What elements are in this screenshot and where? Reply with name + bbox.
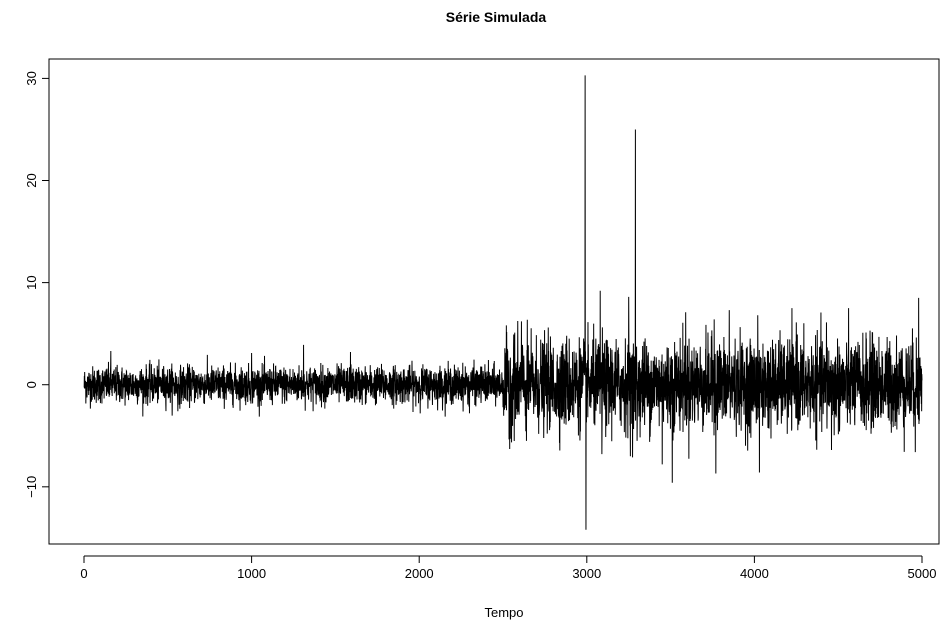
x-tick-label: 0	[80, 566, 87, 581]
plot-frame	[48, 58, 940, 545]
y-axis: −10 0 10 20 30	[24, 71, 50, 498]
y-tick-label: −10	[24, 476, 39, 498]
y-tick-label: 20	[24, 173, 39, 187]
x-tick-label: 1000	[237, 566, 266, 581]
series-line	[83, 75, 923, 530]
y-tick-label: 30	[24, 71, 39, 85]
x-tick-label: 4000	[740, 566, 769, 581]
x-axis-label: Tempo	[484, 605, 523, 620]
y-tick-label: 10	[24, 275, 39, 289]
x-tick-label: 2000	[405, 566, 434, 581]
x-axis: 0 1000 2000 3000 4000 5000	[80, 555, 937, 581]
x-tick-label: 3000	[572, 566, 601, 581]
x-tick-label: 5000	[908, 566, 937, 581]
chart-title: Série Simulada	[446, 9, 547, 25]
y-tick-label: 0	[24, 381, 39, 388]
